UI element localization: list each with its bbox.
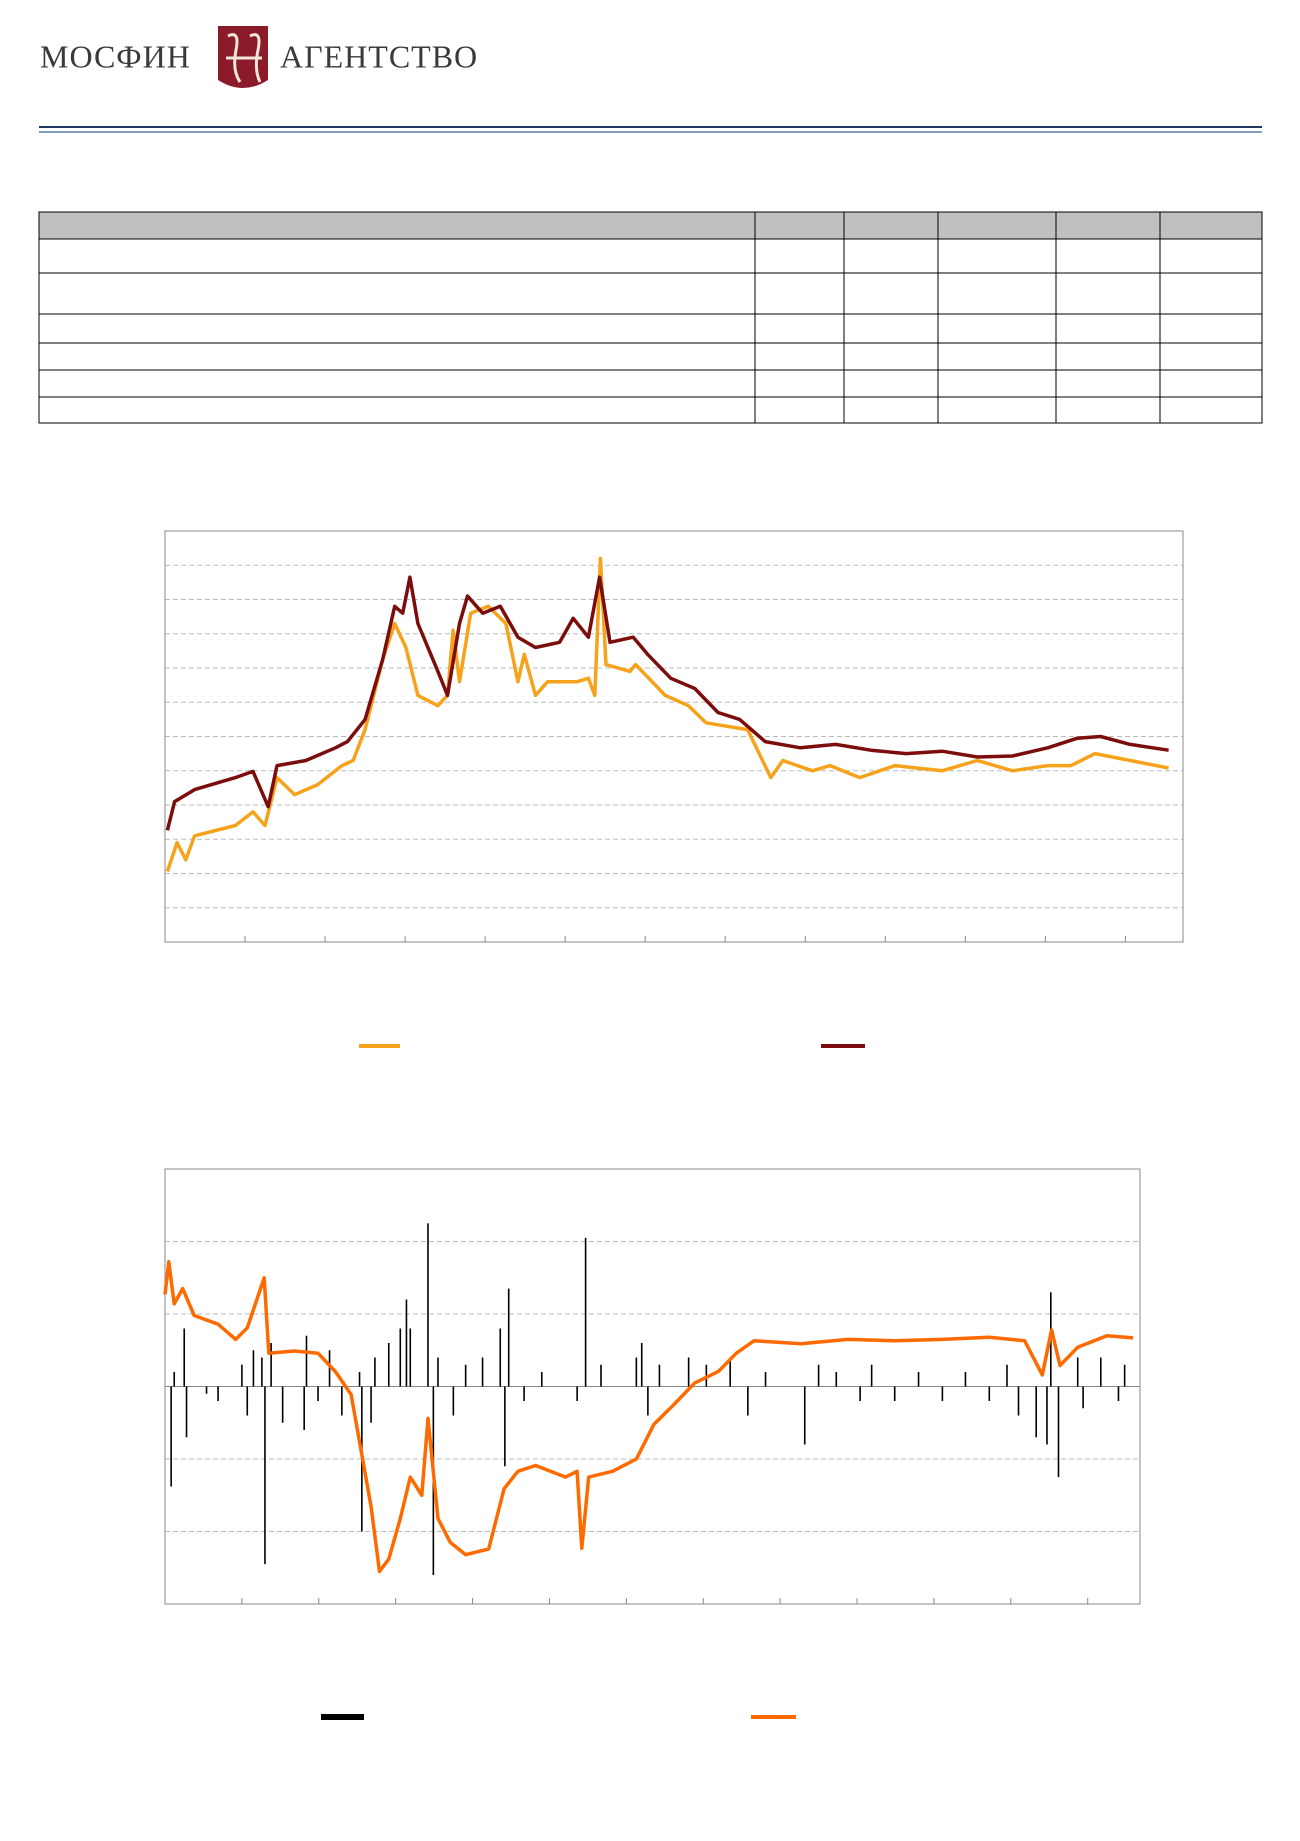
- logo-text: АГЕНТСТВО: [280, 38, 478, 74]
- bar: [1123, 1364, 1126, 1387]
- bar: [1057, 1386, 1060, 1478]
- bar: [303, 1386, 305, 1430]
- bar: [600, 1364, 602, 1387]
- bar: [499, 1328, 502, 1387]
- bar: [261, 1357, 263, 1387]
- bar: [387, 1343, 390, 1387]
- bar: [341, 1386, 343, 1416]
- plot-frame: [164, 1168, 1141, 1605]
- bar: [452, 1386, 455, 1416]
- bar: [317, 1386, 319, 1401]
- series-line: [165, 556, 1169, 872]
- bar: [941, 1386, 944, 1401]
- table-header: [39, 212, 1262, 239]
- bar: [640, 1343, 643, 1387]
- bar: [241, 1364, 243, 1387]
- bar: [1017, 1386, 1020, 1416]
- bar: [246, 1386, 249, 1416]
- bar: [252, 1350, 255, 1387]
- bar: [358, 1372, 361, 1387]
- bar: [409, 1328, 412, 1387]
- bar: [635, 1357, 638, 1387]
- logo-text: МОСФИН: [40, 38, 191, 74]
- bar: [399, 1328, 402, 1387]
- bar: [185, 1386, 188, 1438]
- logo-glyph: [226, 33, 262, 83]
- series-line: [165, 575, 1169, 831]
- bar: [658, 1364, 661, 1387]
- bar: [205, 1386, 208, 1394]
- bar: [584, 1237, 587, 1387]
- bar: [803, 1386, 806, 1445]
- bar: [1082, 1386, 1084, 1409]
- bar: [427, 1223, 429, 1387]
- bar: [687, 1357, 690, 1387]
- bar: [328, 1350, 331, 1387]
- bar: [217, 1386, 219, 1401]
- bar: [370, 1386, 372, 1423]
- logo: МОСФИН АГЕНТСТВО: [40, 26, 478, 88]
- series-line: [163, 1260, 1134, 1574]
- bar: [464, 1364, 467, 1387]
- bar: [437, 1357, 439, 1387]
- bar: [481, 1357, 484, 1387]
- plot-frame: [164, 530, 1184, 943]
- bar: [988, 1386, 991, 1401]
- bar: [405, 1299, 408, 1387]
- bar: [504, 1386, 506, 1467]
- bar: [1076, 1357, 1079, 1387]
- bar: [835, 1372, 838, 1387]
- bar: [576, 1386, 578, 1401]
- bar: [1046, 1386, 1048, 1445]
- table-grid: [39, 212, 1262, 423]
- table: [38, 211, 1263, 424]
- bar: [893, 1386, 896, 1401]
- table-border: [38, 211, 1263, 424]
- bar: [1006, 1364, 1008, 1387]
- bar: [1099, 1357, 1102, 1387]
- bar: [729, 1357, 731, 1387]
- bar: [305, 1335, 308, 1387]
- bar: [817, 1364, 820, 1387]
- bar: [170, 1386, 172, 1487]
- bar: [747, 1386, 749, 1416]
- bar: [917, 1372, 920, 1387]
- bar: [507, 1288, 510, 1387]
- bar: [264, 1386, 266, 1565]
- bar: [964, 1372, 967, 1387]
- bar: [764, 1372, 767, 1387]
- bar: [859, 1386, 861, 1401]
- bar: [540, 1372, 543, 1387]
- bar: [270, 1343, 272, 1387]
- bar: [281, 1386, 284, 1423]
- bar: [1035, 1386, 1037, 1438]
- bar: [1117, 1386, 1120, 1401]
- bar: [870, 1364, 873, 1387]
- bar: [173, 1372, 176, 1387]
- bar: [523, 1386, 525, 1401]
- bar: [374, 1357, 376, 1387]
- bar: [183, 1328, 186, 1387]
- bar: [647, 1386, 649, 1416]
